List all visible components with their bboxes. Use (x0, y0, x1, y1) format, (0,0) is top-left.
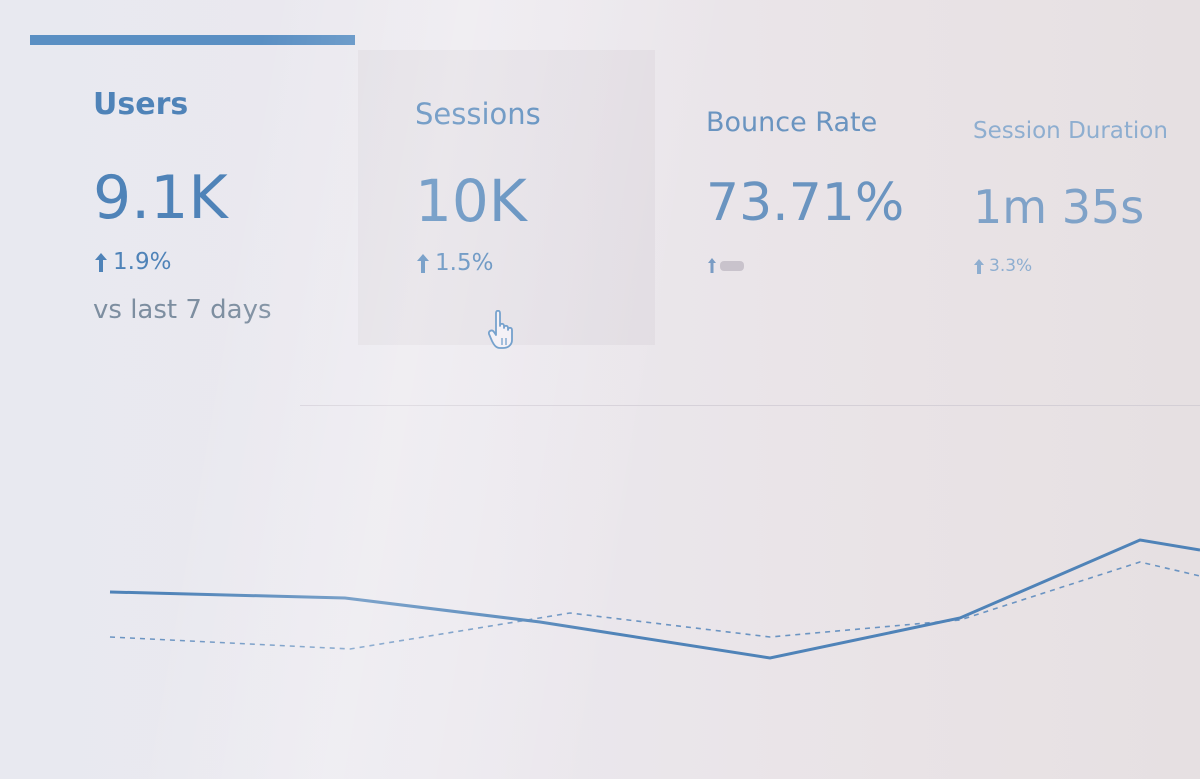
tab-label: Bounce Rate (706, 107, 878, 138)
tab-value: 1m 35s (973, 180, 1145, 234)
previous-period-line (109, 561, 1200, 650)
change-text: 3.3% (989, 256, 1033, 276)
tab-value: 73.71% (706, 173, 905, 233)
tab-value: 9.1K (93, 163, 228, 233)
hover-tab-background (358, 50, 655, 345)
tab-change (706, 255, 746, 275)
tab-change: 1.5% (415, 250, 493, 276)
up-arrow (95, 253, 107, 272)
session-duration-tab[interactable]: Session Duration 1m 35s 3.3% (973, 118, 1200, 308)
change-text: 1.9% (113, 249, 172, 275)
bounce-rate-tab[interactable]: Bounce Rate 73.71% (706, 107, 956, 307)
current-period-line (109, 538, 1200, 660)
up-arrow (974, 259, 984, 274)
active-tab-bar (30, 35, 355, 45)
tab-change: 3.3% (973, 256, 1032, 276)
up-arrow (708, 258, 744, 273)
tab-change: 1.9% (93, 249, 171, 275)
comparison-note: vs last 7 days (93, 295, 272, 325)
tab-label: Sessions (415, 97, 541, 131)
sessions-tab[interactable]: Sessions 10K 1.5% (415, 97, 645, 337)
chart-divider (300, 405, 1200, 406)
up-arrow (417, 254, 429, 273)
tab-value: 10K (415, 167, 527, 235)
tab-label: Session Duration (973, 118, 1168, 144)
change-text: 1.5% (435, 250, 494, 276)
tab-label: Users (93, 87, 189, 122)
hand-cursor (488, 310, 513, 349)
users-tab[interactable]: Users 9.1K 1.9% vs last 7 days (93, 85, 353, 335)
